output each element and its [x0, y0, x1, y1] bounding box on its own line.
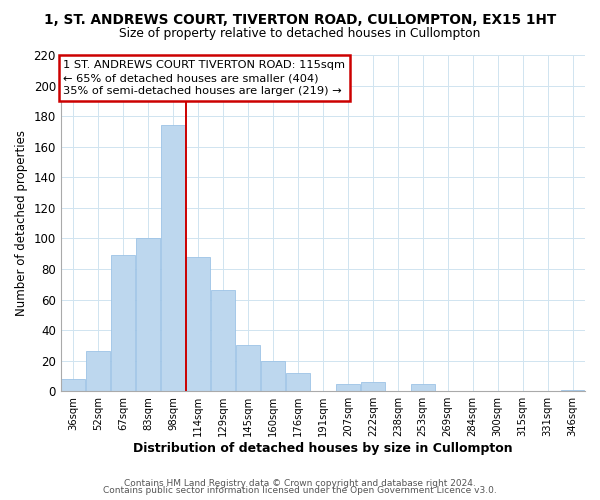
X-axis label: Distribution of detached houses by size in Cullompton: Distribution of detached houses by size … [133, 442, 513, 455]
Bar [61, 379, 85, 391]
Bar [286, 373, 310, 391]
Bar [211, 290, 235, 391]
Text: Size of property relative to detached houses in Cullompton: Size of property relative to detached ho… [119, 28, 481, 40]
Bar [261, 360, 285, 391]
Text: Contains public sector information licensed under the Open Government Licence v3: Contains public sector information licen… [103, 486, 497, 495]
Bar [186, 256, 210, 391]
Text: 1, ST. ANDREWS COURT, TIVERTON ROAD, CULLOMPTON, EX15 1HT: 1, ST. ANDREWS COURT, TIVERTON ROAD, CUL… [44, 12, 556, 26]
Bar [136, 238, 160, 391]
Bar [361, 382, 385, 391]
Bar [161, 126, 185, 391]
Bar [236, 346, 260, 391]
Text: Contains HM Land Registry data © Crown copyright and database right 2024.: Contains HM Land Registry data © Crown c… [124, 478, 476, 488]
Bar [112, 255, 135, 391]
Bar [336, 384, 360, 391]
Bar [560, 390, 584, 391]
Y-axis label: Number of detached properties: Number of detached properties [15, 130, 28, 316]
Bar [411, 384, 434, 391]
Text: 1 ST. ANDREWS COURT TIVERTON ROAD: 115sqm
← 65% of detached houses are smaller (: 1 ST. ANDREWS COURT TIVERTON ROAD: 115sq… [64, 60, 346, 96]
Bar [86, 352, 110, 391]
